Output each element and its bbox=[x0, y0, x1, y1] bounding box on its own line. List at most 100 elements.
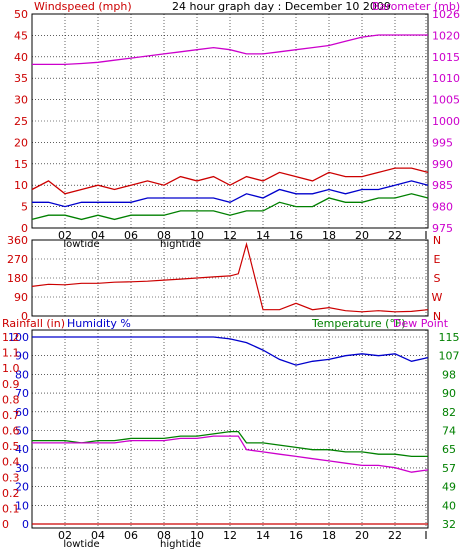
windspeed-avg-line bbox=[32, 180, 429, 208]
windspeed-low-line bbox=[31, 193, 429, 221]
x-tick-label-top: 10 bbox=[190, 229, 204, 242]
rainfall-y-tick-label: 0.4 bbox=[2, 456, 20, 469]
rainfall-y-tick-label: 0 bbox=[2, 518, 9, 531]
x-tick-label-bottom: 20 bbox=[355, 529, 369, 542]
lowtide-label-top: lowtide bbox=[63, 239, 99, 250]
lowtide-label-bottom: lowtide bbox=[63, 539, 99, 550]
x-tick-label-top: 14 bbox=[256, 229, 270, 242]
temperature-y-tick-label: 40 bbox=[442, 499, 456, 512]
baro-y-tick-label: 985 bbox=[432, 179, 453, 192]
rainfall-y-tick-label: 0.3 bbox=[2, 471, 20, 484]
humidity-y-tick-label: 0 bbox=[22, 518, 29, 531]
direction-compass-label: W bbox=[432, 291, 443, 304]
temperature-y-tick-label: 65 bbox=[442, 443, 456, 456]
rainfall-y-tick-label: 0.9 bbox=[2, 378, 20, 391]
baro-y-tick-label: 990 bbox=[432, 158, 453, 171]
rainfall-y-tick-label: 0.1 bbox=[2, 502, 20, 515]
temperature-y-tick-label: 115 bbox=[439, 331, 460, 344]
wind-y-tick-label: 10 bbox=[14, 179, 28, 192]
direction-compass-label: N bbox=[433, 234, 441, 247]
rainfall-y-tick-label: 1.2 bbox=[2, 331, 20, 344]
humidity-y-tick-label: 60 bbox=[15, 406, 29, 419]
wind-y-tick-label: 15 bbox=[14, 158, 28, 171]
wind-y-tick-label: 45 bbox=[14, 29, 28, 42]
x-tick-label-bottom: 18 bbox=[322, 529, 336, 542]
wind-y-tick-label: 35 bbox=[14, 72, 28, 85]
rainfall-y-tick-label: 1.1 bbox=[2, 347, 20, 360]
temperature-axis-title: Temperature (°F) bbox=[311, 317, 406, 330]
humidity-y-tick-label: 30 bbox=[15, 462, 29, 475]
direction-compass-label: E bbox=[434, 253, 441, 266]
hightide-label-top: hightide bbox=[160, 239, 201, 250]
x-tick-label-top: 02 bbox=[58, 229, 72, 242]
direction-compass-label: S bbox=[434, 272, 441, 285]
hightide-label-bottom: hightide bbox=[160, 539, 201, 550]
temperature-y-tick-label: 90 bbox=[442, 387, 456, 400]
temperature-y-tick-label: 32 bbox=[442, 518, 456, 531]
x-tick-label-bottom: I bbox=[424, 529, 427, 542]
x-tick-label-bottom: 06 bbox=[124, 529, 138, 542]
x-tick-label-bottom: 12 bbox=[223, 529, 237, 542]
x-tick-label-top: I bbox=[424, 229, 427, 242]
humidity-y-tick-label: 50 bbox=[15, 425, 29, 438]
tick-labels-layer: 0202040406060808101012121414161618182020… bbox=[2, 8, 460, 550]
temperature-y-tick-label: 98 bbox=[442, 368, 456, 381]
direction-y-tick-label: 360 bbox=[7, 234, 28, 247]
humidity-y-tick-label: 90 bbox=[15, 350, 29, 363]
x-tick-label-top: 22 bbox=[388, 229, 402, 242]
humidity-y-tick-label: 70 bbox=[15, 387, 29, 400]
wind-y-tick-label: 20 bbox=[14, 136, 28, 149]
barometer-axis-title: Barometer (mb) bbox=[372, 0, 460, 13]
humidity-y-tick-label: 100 bbox=[8, 331, 29, 344]
x-tick-label-bottom: 04 bbox=[91, 529, 105, 542]
rainfall-y-tick-label: 0.8 bbox=[2, 393, 20, 406]
wind-y-tick-label: 50 bbox=[14, 8, 28, 21]
humidity-axis-title: Humidity % bbox=[67, 317, 131, 330]
temperature-y-tick-label: 82 bbox=[442, 406, 456, 419]
baro-y-tick-label: 975 bbox=[432, 222, 453, 235]
rainfall-axis-title: Rainfall (in) bbox=[2, 317, 65, 330]
barometer-line bbox=[32, 34, 428, 66]
rainfall-y-tick-label: 0.7 bbox=[2, 409, 20, 422]
x-tick-label-top: 12 bbox=[223, 229, 237, 242]
temperature-y-tick-label: 74 bbox=[442, 425, 456, 438]
temperature-y-tick-label: 57 bbox=[442, 462, 456, 475]
temperature-line bbox=[32, 430, 428, 458]
x-tick-label-bottom: 16 bbox=[289, 529, 303, 542]
rainfall-y-tick-label: 0.5 bbox=[2, 440, 20, 453]
humidity-y-tick-label: 80 bbox=[15, 368, 29, 381]
humidity-y-tick-label: 10 bbox=[15, 499, 29, 512]
humidity-y-tick-label: 20 bbox=[15, 481, 29, 494]
direction-y-tick-label: 270 bbox=[7, 253, 28, 266]
rainfall-y-tick-label: 1.0 bbox=[2, 362, 20, 375]
wind-y-tick-label: 5 bbox=[21, 201, 28, 214]
temperature-y-tick-label: 107 bbox=[439, 350, 460, 363]
wind-y-tick-label: 40 bbox=[14, 51, 28, 64]
humidity-y-tick-label: 40 bbox=[15, 443, 29, 456]
x-tick-label-top: 20 bbox=[355, 229, 369, 242]
x-tick-label-top: 08 bbox=[157, 229, 171, 242]
chart-title: 24 hour graph day : December 10 2009 bbox=[172, 0, 391, 13]
x-tick-label-bottom: 02 bbox=[58, 529, 72, 542]
wind-direction-line bbox=[31, 241, 429, 313]
baro-y-tick-label: 1005 bbox=[432, 94, 460, 107]
x-tick-label-top: 06 bbox=[124, 229, 138, 242]
x-tick-label-top: 16 bbox=[289, 229, 303, 242]
x-tick-label-bottom: 08 bbox=[157, 529, 171, 542]
wind-y-tick-label: 30 bbox=[14, 94, 28, 107]
dewpoint-axis-title: Dew Point bbox=[393, 317, 449, 330]
direction-compass-label: N bbox=[433, 310, 441, 323]
windspeed-axis-title: Windspeed (mph) bbox=[34, 0, 132, 13]
x-tick-label-bottom: 10 bbox=[190, 529, 204, 542]
baro-y-tick-label: 1000 bbox=[432, 115, 460, 128]
baro-y-tick-label: 1020 bbox=[432, 29, 460, 42]
wind-y-tick-label: 25 bbox=[14, 115, 28, 128]
x-tick-label-top: 04 bbox=[91, 229, 105, 242]
rainfall-y-tick-label: 0.6 bbox=[2, 425, 20, 438]
x-tick-label-top: 18 bbox=[322, 229, 336, 242]
humidity-line bbox=[32, 336, 429, 366]
dewpoint-line bbox=[32, 435, 429, 473]
grid-layer bbox=[32, 13, 428, 528]
